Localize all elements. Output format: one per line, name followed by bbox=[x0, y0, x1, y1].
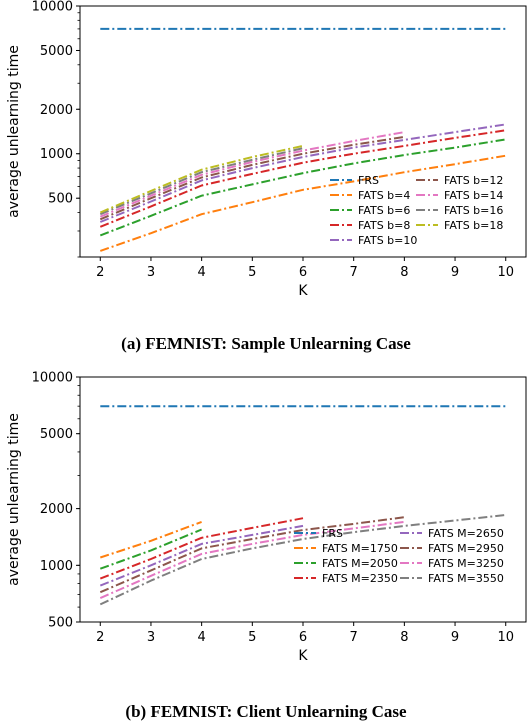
series-line-fats-m-3550 bbox=[99, 514, 506, 606]
legend-label: FATS b=18 bbox=[444, 219, 503, 232]
legend: FRS FATS b=4 FATS b=6 FATS b=8 FATS b=10 FATS… bbox=[330, 174, 503, 247]
legend-label: FATS M=3550 bbox=[428, 572, 504, 585]
series-line-fats-m-3250 bbox=[99, 520, 405, 600]
x-tick-label: 4 bbox=[197, 630, 205, 645]
legend-label: FRS bbox=[322, 527, 343, 540]
series-line-fats-b-14 bbox=[99, 131, 405, 218]
y-tick-label: 1000 bbox=[40, 559, 73, 574]
x-tick-label: 5 bbox=[248, 265, 256, 280]
y-tick-label: 2000 bbox=[40, 502, 73, 517]
series-line-fats-b-6 bbox=[99, 138, 506, 237]
legend-label: FATS M=2050 bbox=[322, 557, 398, 570]
caption-a: (a) FEMNIST: Sample Unlearning Case bbox=[121, 334, 411, 353]
series-line-fats-b-12 bbox=[99, 135, 405, 221]
x-axis-label: K bbox=[298, 648, 308, 664]
x-tick-label: 7 bbox=[350, 265, 358, 280]
legend-label: FATS b=8 bbox=[358, 219, 410, 232]
series-group bbox=[99, 405, 506, 606]
legend-label: FATS b=12 bbox=[444, 174, 503, 187]
legend-label: FATS M=3250 bbox=[428, 557, 504, 570]
y-tick-label: 1000 bbox=[40, 147, 73, 162]
legend-label: FATS M=1750 bbox=[322, 542, 398, 555]
legend-label: FATS b=16 bbox=[444, 204, 503, 217]
y-axis-label: average unlearning time bbox=[6, 45, 22, 218]
x-tick-label: 2 bbox=[96, 265, 104, 280]
series-line-fats-m-2950 bbox=[99, 516, 405, 594]
legend-label: FATS b=10 bbox=[358, 234, 417, 247]
x-tick-label: 5 bbox=[248, 630, 256, 645]
y-tick-label: 5000 bbox=[40, 44, 73, 59]
series-line-fats-m-2650 bbox=[99, 524, 304, 587]
x-tick-label: 4 bbox=[197, 265, 205, 280]
legend-label: FATS b=6 bbox=[358, 204, 410, 217]
x-tick-label: 3 bbox=[147, 265, 155, 280]
legend-label: FATS b=4 bbox=[358, 189, 410, 202]
y-axis-label: average unlearning time bbox=[6, 413, 22, 586]
series-line-fats-b-10 bbox=[99, 123, 506, 223]
y-tick-label: 2000 bbox=[40, 103, 73, 118]
legend-label: FATS M=2650 bbox=[428, 527, 504, 540]
legend: FRS FATS M=1750 FATS M=2050 FATS M=2350 FATS… bbox=[294, 527, 504, 585]
x-tick-label: 3 bbox=[147, 630, 155, 645]
series-line-fats-m-1750 bbox=[99, 520, 202, 559]
x-tick-label: 10 bbox=[497, 630, 514, 645]
y-tick-label: 5000 bbox=[40, 427, 73, 442]
x-tick-label: 10 bbox=[497, 265, 514, 280]
series-line-fats-b-8 bbox=[99, 129, 506, 228]
legend-label: FATS M=2350 bbox=[322, 572, 398, 585]
legend-label: FATS b=14 bbox=[444, 189, 503, 202]
x-tick-label: 6 bbox=[299, 265, 307, 280]
y-tick-label: 500 bbox=[48, 616, 73, 631]
x-tick-label: 2 bbox=[96, 630, 104, 645]
caption-b: (b) FEMNIST: Client Unlearning Case bbox=[125, 702, 407, 721]
y-tick-label: 10000 bbox=[32, 371, 73, 386]
y-tick-label: 500 bbox=[48, 192, 73, 207]
x-tick-label: 6 bbox=[299, 630, 307, 645]
x-tick-label: 8 bbox=[400, 630, 408, 645]
legend-label: FATS M=2950 bbox=[428, 542, 504, 555]
series-line-fats-b-4 bbox=[99, 154, 506, 252]
x-tick-label: 9 bbox=[451, 265, 459, 280]
series-line-fats-m-2050 bbox=[99, 528, 202, 570]
series-group bbox=[99, 27, 506, 252]
x-tick-label: 8 bbox=[400, 265, 408, 280]
series-line-fats-m-2350 bbox=[99, 517, 304, 580]
plot-frame bbox=[79, 376, 527, 623]
series-line-fats-b-18 bbox=[99, 144, 304, 214]
x-tick-label: 7 bbox=[350, 630, 358, 645]
y-tick-label: 10000 bbox=[32, 0, 73, 15]
x-axis-label: K bbox=[298, 283, 308, 299]
x-tick-label: 9 bbox=[451, 630, 459, 645]
legend-label: FRS bbox=[358, 174, 379, 187]
series-line-fats-b-16 bbox=[99, 147, 304, 216]
